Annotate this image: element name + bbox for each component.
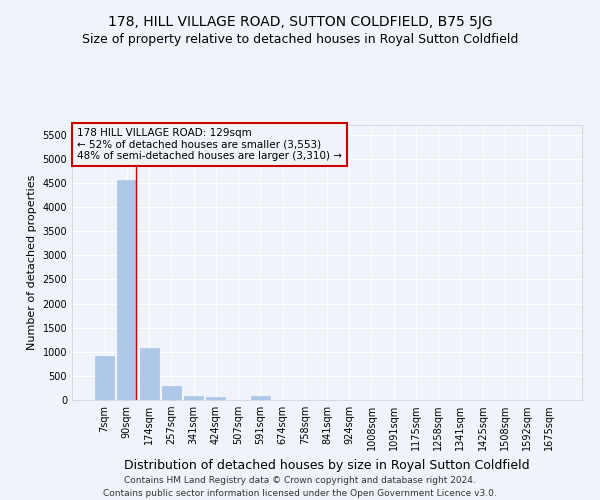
- Y-axis label: Number of detached properties: Number of detached properties: [27, 175, 37, 350]
- Bar: [206, 397, 225, 400]
- Bar: [162, 386, 181, 400]
- Bar: [251, 396, 270, 400]
- Bar: [118, 180, 136, 400]
- Bar: [95, 356, 114, 400]
- Text: Contains HM Land Registry data © Crown copyright and database right 2024.
Contai: Contains HM Land Registry data © Crown c…: [103, 476, 497, 498]
- Text: 178 HILL VILLAGE ROAD: 129sqm
← 52% of detached houses are smaller (3,553)
48% o: 178 HILL VILLAGE ROAD: 129sqm ← 52% of d…: [77, 128, 342, 161]
- Bar: [184, 396, 203, 400]
- Text: Size of property relative to detached houses in Royal Sutton Coldfield: Size of property relative to detached ho…: [82, 32, 518, 46]
- X-axis label: Distribution of detached houses by size in Royal Sutton Coldfield: Distribution of detached houses by size …: [124, 458, 530, 471]
- Bar: [140, 348, 158, 400]
- Text: 178, HILL VILLAGE ROAD, SUTTON COLDFIELD, B75 5JG: 178, HILL VILLAGE ROAD, SUTTON COLDFIELD…: [107, 15, 493, 29]
